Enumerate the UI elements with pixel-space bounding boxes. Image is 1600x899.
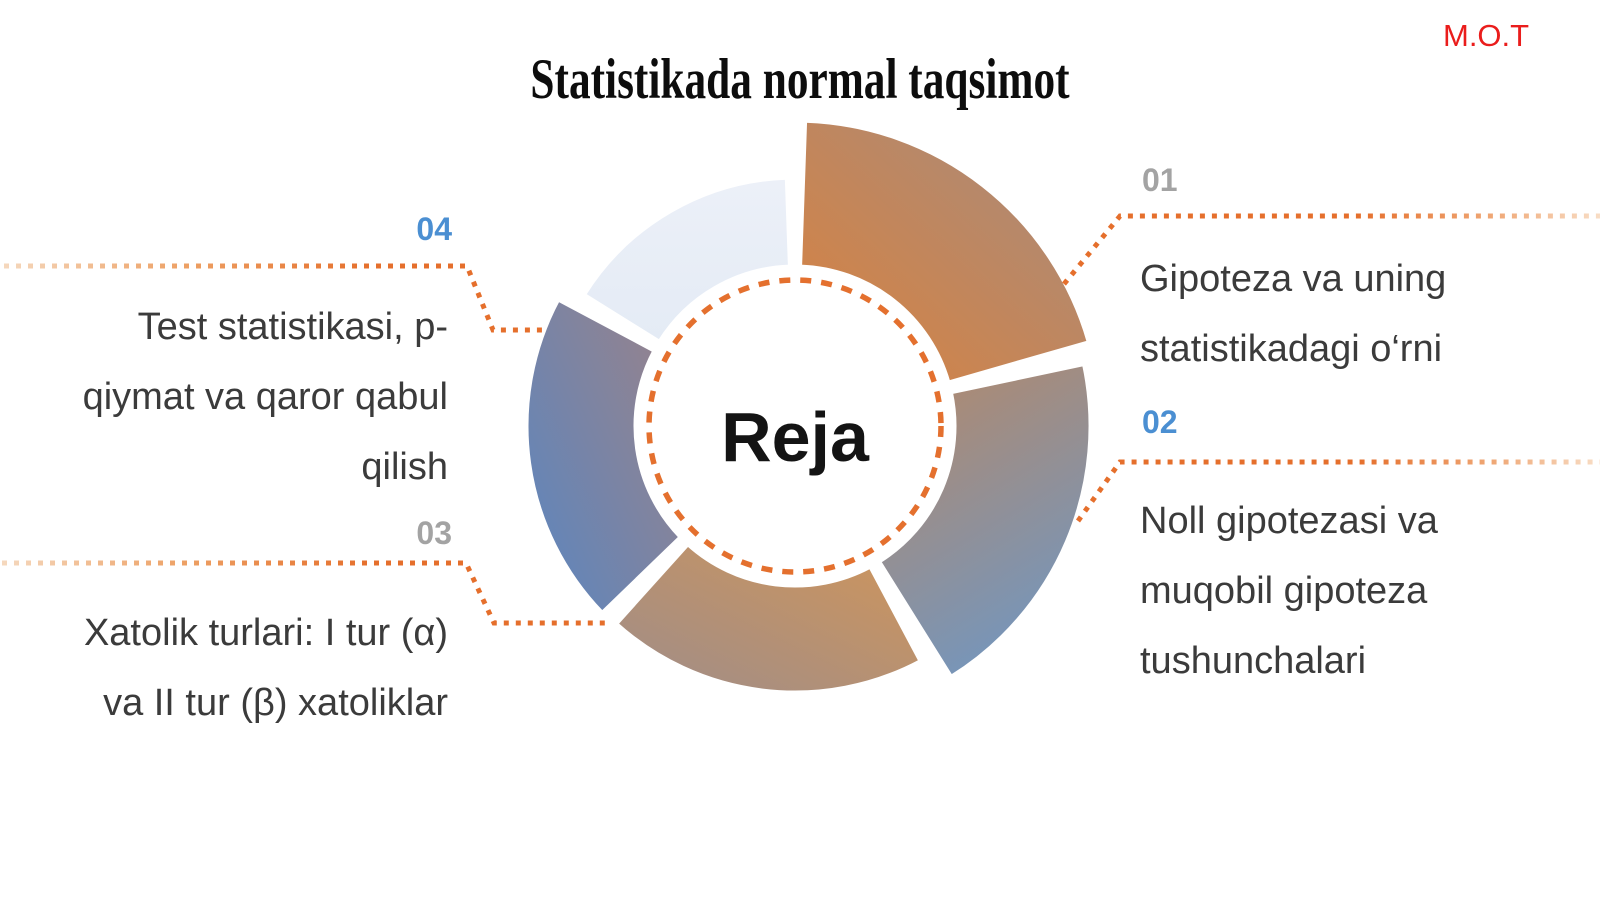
item-number-01: 01 <box>1142 162 1178 198</box>
brand-logo: M.O.T <box>1443 18 1530 53</box>
text-line: tushunchalari <box>1140 640 1367 682</box>
agenda-item-02-text: Noll gipotezasi va muqobil gipoteza tush… <box>1140 486 1438 696</box>
donut-hub <box>634 265 956 587</box>
item-number-03: 03 <box>416 515 452 551</box>
text-line: qilish <box>361 446 448 488</box>
connector-01 <box>1062 213 1600 286</box>
connector-03 <box>2 560 608 626</box>
text-line: va II tur (β) xatoliklar <box>103 682 448 724</box>
text-line: muqobil gipoteza <box>1140 570 1428 612</box>
item-number-02: 02 <box>1142 404 1178 440</box>
text-line: Test statistikasi, p- <box>137 306 448 348</box>
slide-title: Statistikada normal taqsimot <box>530 48 1070 112</box>
dashed-ring <box>646 277 944 575</box>
text-line: Xatolik turlari: I tur (α) <box>83 612 448 654</box>
agenda-item-03-text: Xatolik turlari: I tur (α) va II tur (β)… <box>84 598 448 738</box>
item-number-04: 04 <box>416 211 452 247</box>
agenda-item-04-text: Test statistikasi, p- qiymat va qaror qa… <box>83 292 448 502</box>
connector-02 <box>1075 459 1600 523</box>
agenda-item-01-text: Gipoteza va uning statistikadagi o‘rni <box>1140 244 1446 384</box>
donut-center-label: Reja <box>721 398 869 476</box>
connector-04 <box>4 263 548 333</box>
text-line: statistikadagi o‘rni <box>1140 328 1443 370</box>
text-line: Gipoteza va uning <box>1140 258 1447 300</box>
text-line: qiymat va qaror qabul <box>82 376 448 418</box>
text-line: Noll gipotezasi va <box>1140 500 1438 542</box>
